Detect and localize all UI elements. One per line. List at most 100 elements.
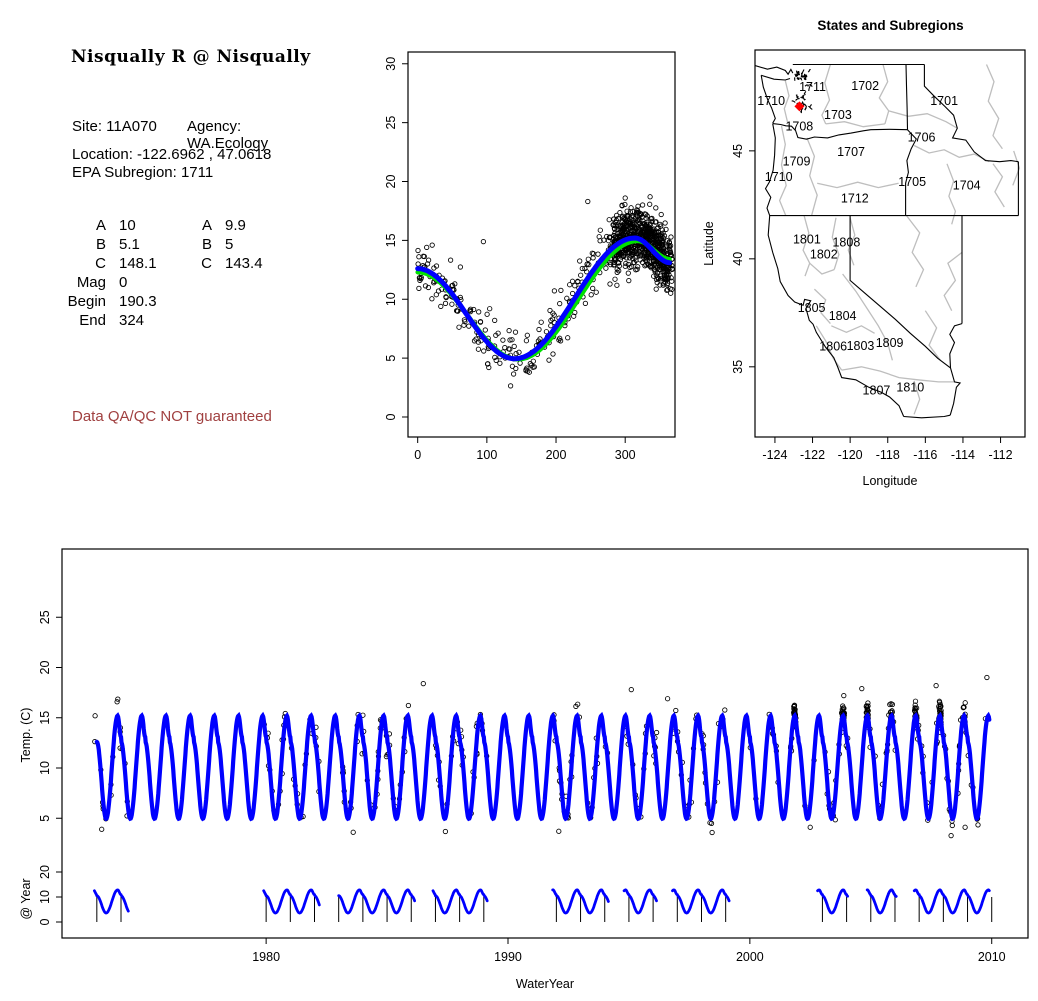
timeseries-xaxis-label: WaterYear [516,977,574,991]
year-tick-label: 2000 [736,950,764,964]
y-tick-label: 0 [384,413,398,420]
subregion-boundary [831,217,840,270]
state-border [760,75,776,124]
y-tick-label: 10 [384,292,398,306]
mini-seasonal-curve [337,888,416,915]
lon-tick-label: -114 [951,448,975,462]
y-tick-label: 25 [384,116,398,130]
mini-seasonal-curve [622,888,658,915]
mini-seasonal-curve [816,888,849,915]
mini-seasonal-curve [551,888,610,915]
state-border [949,323,963,416]
lon-tick-label: -118 [876,448,900,462]
miniaxis-tick-label: 0 [38,918,52,925]
map-yaxis-label: Latitude [702,221,716,266]
subregion-boundary [778,125,787,216]
param-row: A 10 A 9.9 [60,216,304,235]
state-border [755,64,794,76]
subregion-label: 1709 [783,155,811,169]
subregion-boundary [1012,150,1021,186]
subregion-boundary [913,144,990,163]
temp-tick-label: 15 [38,711,52,725]
lon-tick-label: -120 [838,448,863,462]
subregion-boundary [847,217,856,266]
subregion-boundary [905,215,925,288]
subregion-label: 1710 [765,170,793,184]
mini-axis-label: @ Year [19,878,33,919]
state-border [905,64,909,130]
param-label-2 [192,292,212,311]
param-label: B [95,236,106,253]
param-value-1: 5.1 [119,236,140,253]
param-label: A [95,217,106,234]
subregion-boundary [841,366,955,383]
timeseries-plot-area: 1980 1990 2000 2010 WaterYear 5 10 15 20 25 0 10 20 T… [19,548,1029,991]
site-agency-line: Site: 11A070 Agency: WA.Ecology [72,118,268,152]
subregion-boundary [888,110,958,129]
param-value-2: 5 [225,236,234,253]
param-value-1: 10 [119,217,136,234]
param-value-1: 324 [119,312,145,329]
subregion-boundary [802,215,811,277]
param-label-2: C [201,255,212,272]
subregion-label: 1704 [953,178,981,192]
subregion-boundary [924,310,941,361]
subregion-boundary [878,64,890,125]
subregion-boundary [815,325,843,371]
lat-tick-label: 35 [731,360,745,374]
subregion-label: 1804 [829,309,857,323]
lon-tick-label: -116 [913,448,937,462]
param-row: Mag 0 [60,273,304,292]
subregion-label: 1702 [851,79,879,93]
mini-seasonal-curve [671,888,731,915]
year-tick-label: 1980 [252,950,280,964]
subregion-boundary [817,181,899,189]
subregion-boundary [809,262,835,275]
param-value-2 [212,311,304,330]
qaqc-warning-text: Data QA/QC NOT guaranteed [72,408,272,425]
state-border [849,215,951,369]
subregion-label: 1806 [819,339,847,353]
subregion-label: 1810 [896,380,924,394]
temp-tick-label: 5 [38,815,52,822]
subregion-label: 1706 [908,130,936,144]
seasonal-fit-plot: 0 100 200 300 0 5 10 15 20 25 30 [384,51,676,462]
param-value-2 [212,292,304,311]
param-row: C 148.1 C 143.4 [60,254,304,273]
subregion-label: 1708 [785,120,813,134]
lon-tick-label: -122 [800,448,825,462]
subregion-boundary [842,273,894,361]
temp-tick-label: 25 [38,610,52,624]
subregion-boundary [992,163,1005,208]
param-label-2: B [201,236,212,253]
temperature-timeseries-plot: 1980 1990 2000 2010 WaterYear 5 10 15 20 25 0 10 20 T… [19,548,1029,991]
lat-tick-label: 40 [731,252,745,266]
per-year-mini-curves [93,888,993,922]
param-label-2 [192,311,212,330]
states-subregions-map: 1711 170217011710170317081706170717091710… [702,49,1026,488]
subregion-boundary [985,64,1003,150]
params-table: A 10 A 9.9 B 5.1 B 5 C 148.1 C 143.4 Mag 0 Begin 190.3 E… [60,216,304,330]
puget-sound-coastline [791,68,813,114]
param-label-2 [192,273,212,292]
subregion-label: 1712 [841,191,869,205]
param-label: C [95,255,106,272]
param-label: End [79,312,106,329]
lat-tick-label: 45 [731,144,745,158]
subregion-boundary [825,121,885,128]
subregion-boundary [813,288,831,325]
x-tick-label: 100 [476,448,497,462]
mini-seasonal-curve [93,888,130,915]
temp-tick-label: 20 [38,661,52,675]
state-border [764,123,776,216]
station-title: Nisqually R @ Nisqually [71,47,311,67]
param-value-1: 148.1 [119,255,157,272]
param-value-1: 0 [119,274,128,291]
param-value-2 [212,273,304,292]
subregion-label: 1701 [930,94,958,108]
mini-seasonal-curve [431,888,489,915]
state-border [767,215,905,417]
subregion-boundary [943,251,963,311]
scatter-points [415,194,675,389]
